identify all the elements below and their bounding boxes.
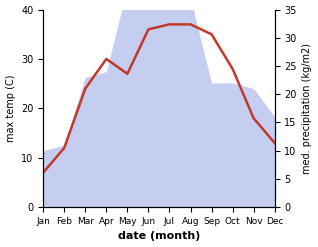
Y-axis label: med. precipitation (kg/m2): med. precipitation (kg/m2) xyxy=(302,43,313,174)
Y-axis label: max temp (C): max temp (C) xyxy=(5,75,16,142)
X-axis label: date (month): date (month) xyxy=(118,231,200,242)
